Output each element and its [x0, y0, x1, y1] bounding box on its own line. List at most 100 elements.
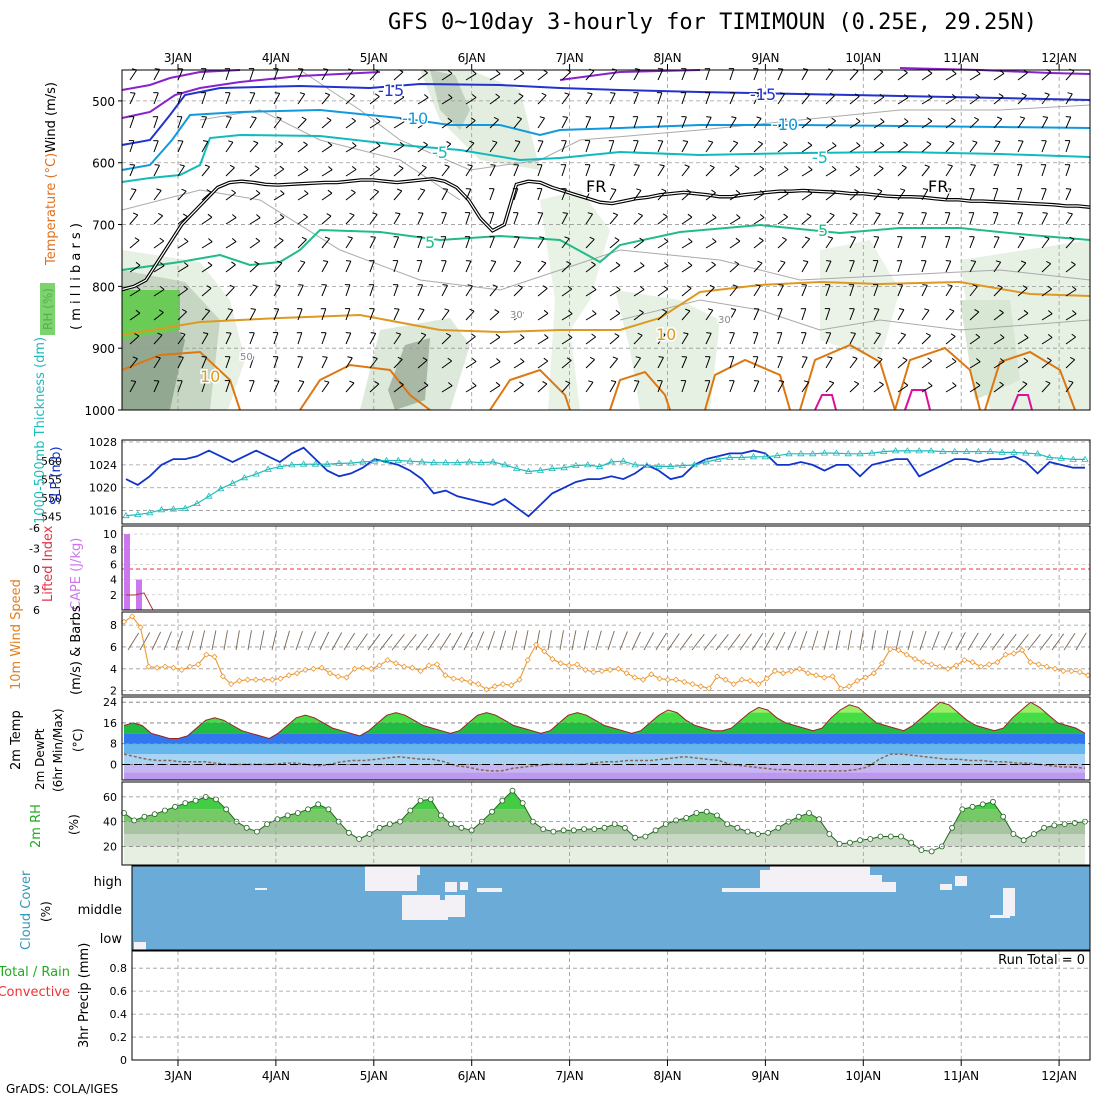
wind-barb-flag: [324, 92, 330, 96]
wind-speed-point: [261, 676, 268, 683]
wind-barb: [825, 120, 836, 129]
wind-barb: [945, 385, 957, 393]
surface-wind-barb: [403, 634, 417, 651]
wind-barb-flag: [614, 333, 620, 337]
wind-barb: [777, 169, 789, 177]
rh-point: [857, 837, 863, 844]
wind-speed-point: [730, 681, 737, 688]
y-tick-label: 1000: [84, 404, 115, 418]
wind-speed-point: [804, 670, 811, 677]
wind-barb: [969, 165, 976, 177]
wind-barb: [273, 285, 281, 297]
wind-barb: [1017, 360, 1029, 369]
wind-barb: [465, 260, 472, 273]
wind-speed-point: [986, 661, 993, 668]
wind-barb-flag: [467, 284, 473, 287]
surface-wind-barb: [391, 634, 405, 651]
wind-barb: [561, 360, 572, 369]
wind-barb-flag: [730, 308, 736, 310]
precip-background: [132, 951, 1090, 1060]
wind-barb-flag: [586, 188, 592, 190]
wind-barb-flag: [1022, 285, 1028, 289]
wind-barb-flag: [927, 69, 933, 74]
wind-barb: [729, 167, 740, 177]
wind-barb-flag: [130, 92, 136, 94]
wind-barb: [441, 260, 447, 273]
wind-barb: [609, 164, 615, 177]
wind-barb: [537, 383, 548, 393]
wind-speed-point: [310, 665, 317, 672]
wind-barb: [441, 120, 453, 129]
wind-barb-flag: [975, 333, 981, 338]
wind-barb: [201, 216, 213, 225]
wind-barb-flag: [208, 238, 213, 243]
temperature-contour: [814, 394, 837, 411]
wind-barb-flag: [927, 357, 932, 362]
rh2m-unit-label: (%): [67, 814, 81, 835]
wind-barb: [225, 192, 236, 201]
wind-barb-flag: [323, 68, 329, 71]
rh-point: [305, 806, 311, 813]
wind-barb: [321, 381, 330, 393]
wind-barb: [1017, 72, 1028, 81]
rh-point: [1071, 820, 1078, 826]
slp-tick-label: 1028: [89, 436, 117, 449]
wind-barb: [633, 165, 640, 177]
wind-barb: [441, 166, 450, 177]
rh-point: [489, 808, 495, 815]
wind-barb-flag: [279, 214, 285, 218]
wind-barb: [945, 336, 956, 345]
wind-barb: [1065, 116, 1072, 129]
wind-barb-flag: [1044, 92, 1050, 95]
wind-speed-point: [318, 664, 325, 671]
wind-barb-flag: [301, 116, 307, 120]
wind-barb-flag: [808, 166, 813, 171]
wind-barb-flag: [658, 356, 664, 358]
wind-barb-flag: [660, 332, 666, 335]
wind-barb-flag: [687, 213, 693, 218]
wind-barb: [465, 120, 476, 129]
wind-barb-flag: [134, 237, 140, 241]
wind-barb: [153, 380, 160, 393]
wind-barb: [393, 384, 404, 393]
wind-barb: [825, 145, 837, 153]
wind-barb: [705, 264, 716, 273]
rh-point: [182, 800, 189, 806]
wind-barb-flag: [204, 308, 210, 312]
wind-barb: [777, 216, 788, 225]
thickness-point: [785, 450, 793, 457]
thickness-tick-label: 550: [41, 492, 62, 505]
thickness-point: [726, 453, 734, 460]
rh-point: [550, 828, 557, 835]
wind-barb-flag: [156, 188, 162, 191]
temperature-contour: [121, 223, 1091, 271]
wind-barb-flag: [778, 284, 784, 286]
wind-barb: [153, 92, 159, 105]
thickness-point: [702, 458, 710, 465]
wind-barb-flag: [181, 188, 187, 192]
wind-barb-flag: [850, 332, 856, 334]
wind-barb-flag: [276, 116, 282, 119]
wind-barb: [897, 236, 903, 249]
wind-barb-flag: [514, 140, 521, 143]
wind-barb: [393, 236, 400, 249]
contour-label: 10: [200, 367, 220, 386]
wind-speed-point: [401, 663, 408, 670]
wind-barb: [513, 188, 519, 201]
cloud-clear-patch: [134, 942, 146, 950]
rh-point: [816, 816, 823, 823]
wind-barb: [249, 92, 256, 105]
rh-point: [315, 801, 322, 808]
thickness-point: [927, 447, 935, 454]
lifted-index-line: [126, 592, 154, 611]
wind-barb: [489, 212, 495, 225]
thickness-point: [737, 453, 746, 460]
wind-speed-point: [170, 664, 177, 671]
surface-wind-barb: [859, 630, 864, 651]
day-label-bottom: 9JAN: [751, 1069, 779, 1083]
wind-barb: [921, 189, 929, 201]
wind-barb-flag: [855, 118, 861, 122]
wind-barb: [249, 168, 260, 177]
cloud-clear-patch: [255, 888, 267, 890]
surface-wind-barb: [1039, 633, 1053, 651]
